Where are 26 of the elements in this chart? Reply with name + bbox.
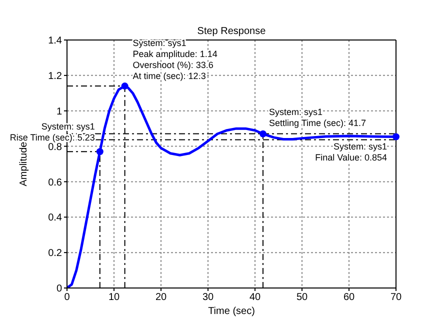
y-tick-label: 0 — [56, 284, 62, 295]
y-axis-title: Amplitude — [18, 141, 30, 186]
x-tick-label: 0 — [64, 292, 70, 304]
y-tick-label: 1.4 — [48, 36, 62, 47]
x-tick-label: 30 — [202, 292, 214, 304]
x-tick-label: 60 — [343, 292, 355, 304]
chart-title: Step Response — [197, 26, 266, 37]
y-tick-label: 0.4 — [48, 212, 62, 224]
y-tick-label: 0.8 — [48, 142, 62, 153]
annotation: System: sys1 Settling Time (sec): 41.7 — [268, 106, 366, 128]
annotation: System: sys1 Peak amplitude: 1.14 Overshoot (%): 33.6 At time (sec): 12.3 — [132, 38, 218, 82]
x-tick-label: 70 — [390, 292, 402, 304]
x-tick-label: 50 — [296, 292, 308, 304]
point — [121, 82, 128, 90]
y-tick-label: 0.6 — [48, 177, 62, 188]
x-tick-label: 20 — [155, 292, 167, 304]
x-axis-title: Time (sec) — [208, 306, 255, 317]
y-tick-label: 1.2 — [48, 70, 62, 82]
y-tick-label: 0.2 — [48, 248, 62, 260]
x-tick-label: 10 — [108, 292, 120, 304]
annotation: System: sys1 Final Value: 0.854 — [315, 142, 387, 163]
point — [96, 148, 104, 156]
x-tick-label: 40 — [249, 292, 261, 304]
point — [392, 133, 400, 140]
y-tick-label: 1 — [56, 106, 62, 118]
point — [259, 130, 266, 138]
